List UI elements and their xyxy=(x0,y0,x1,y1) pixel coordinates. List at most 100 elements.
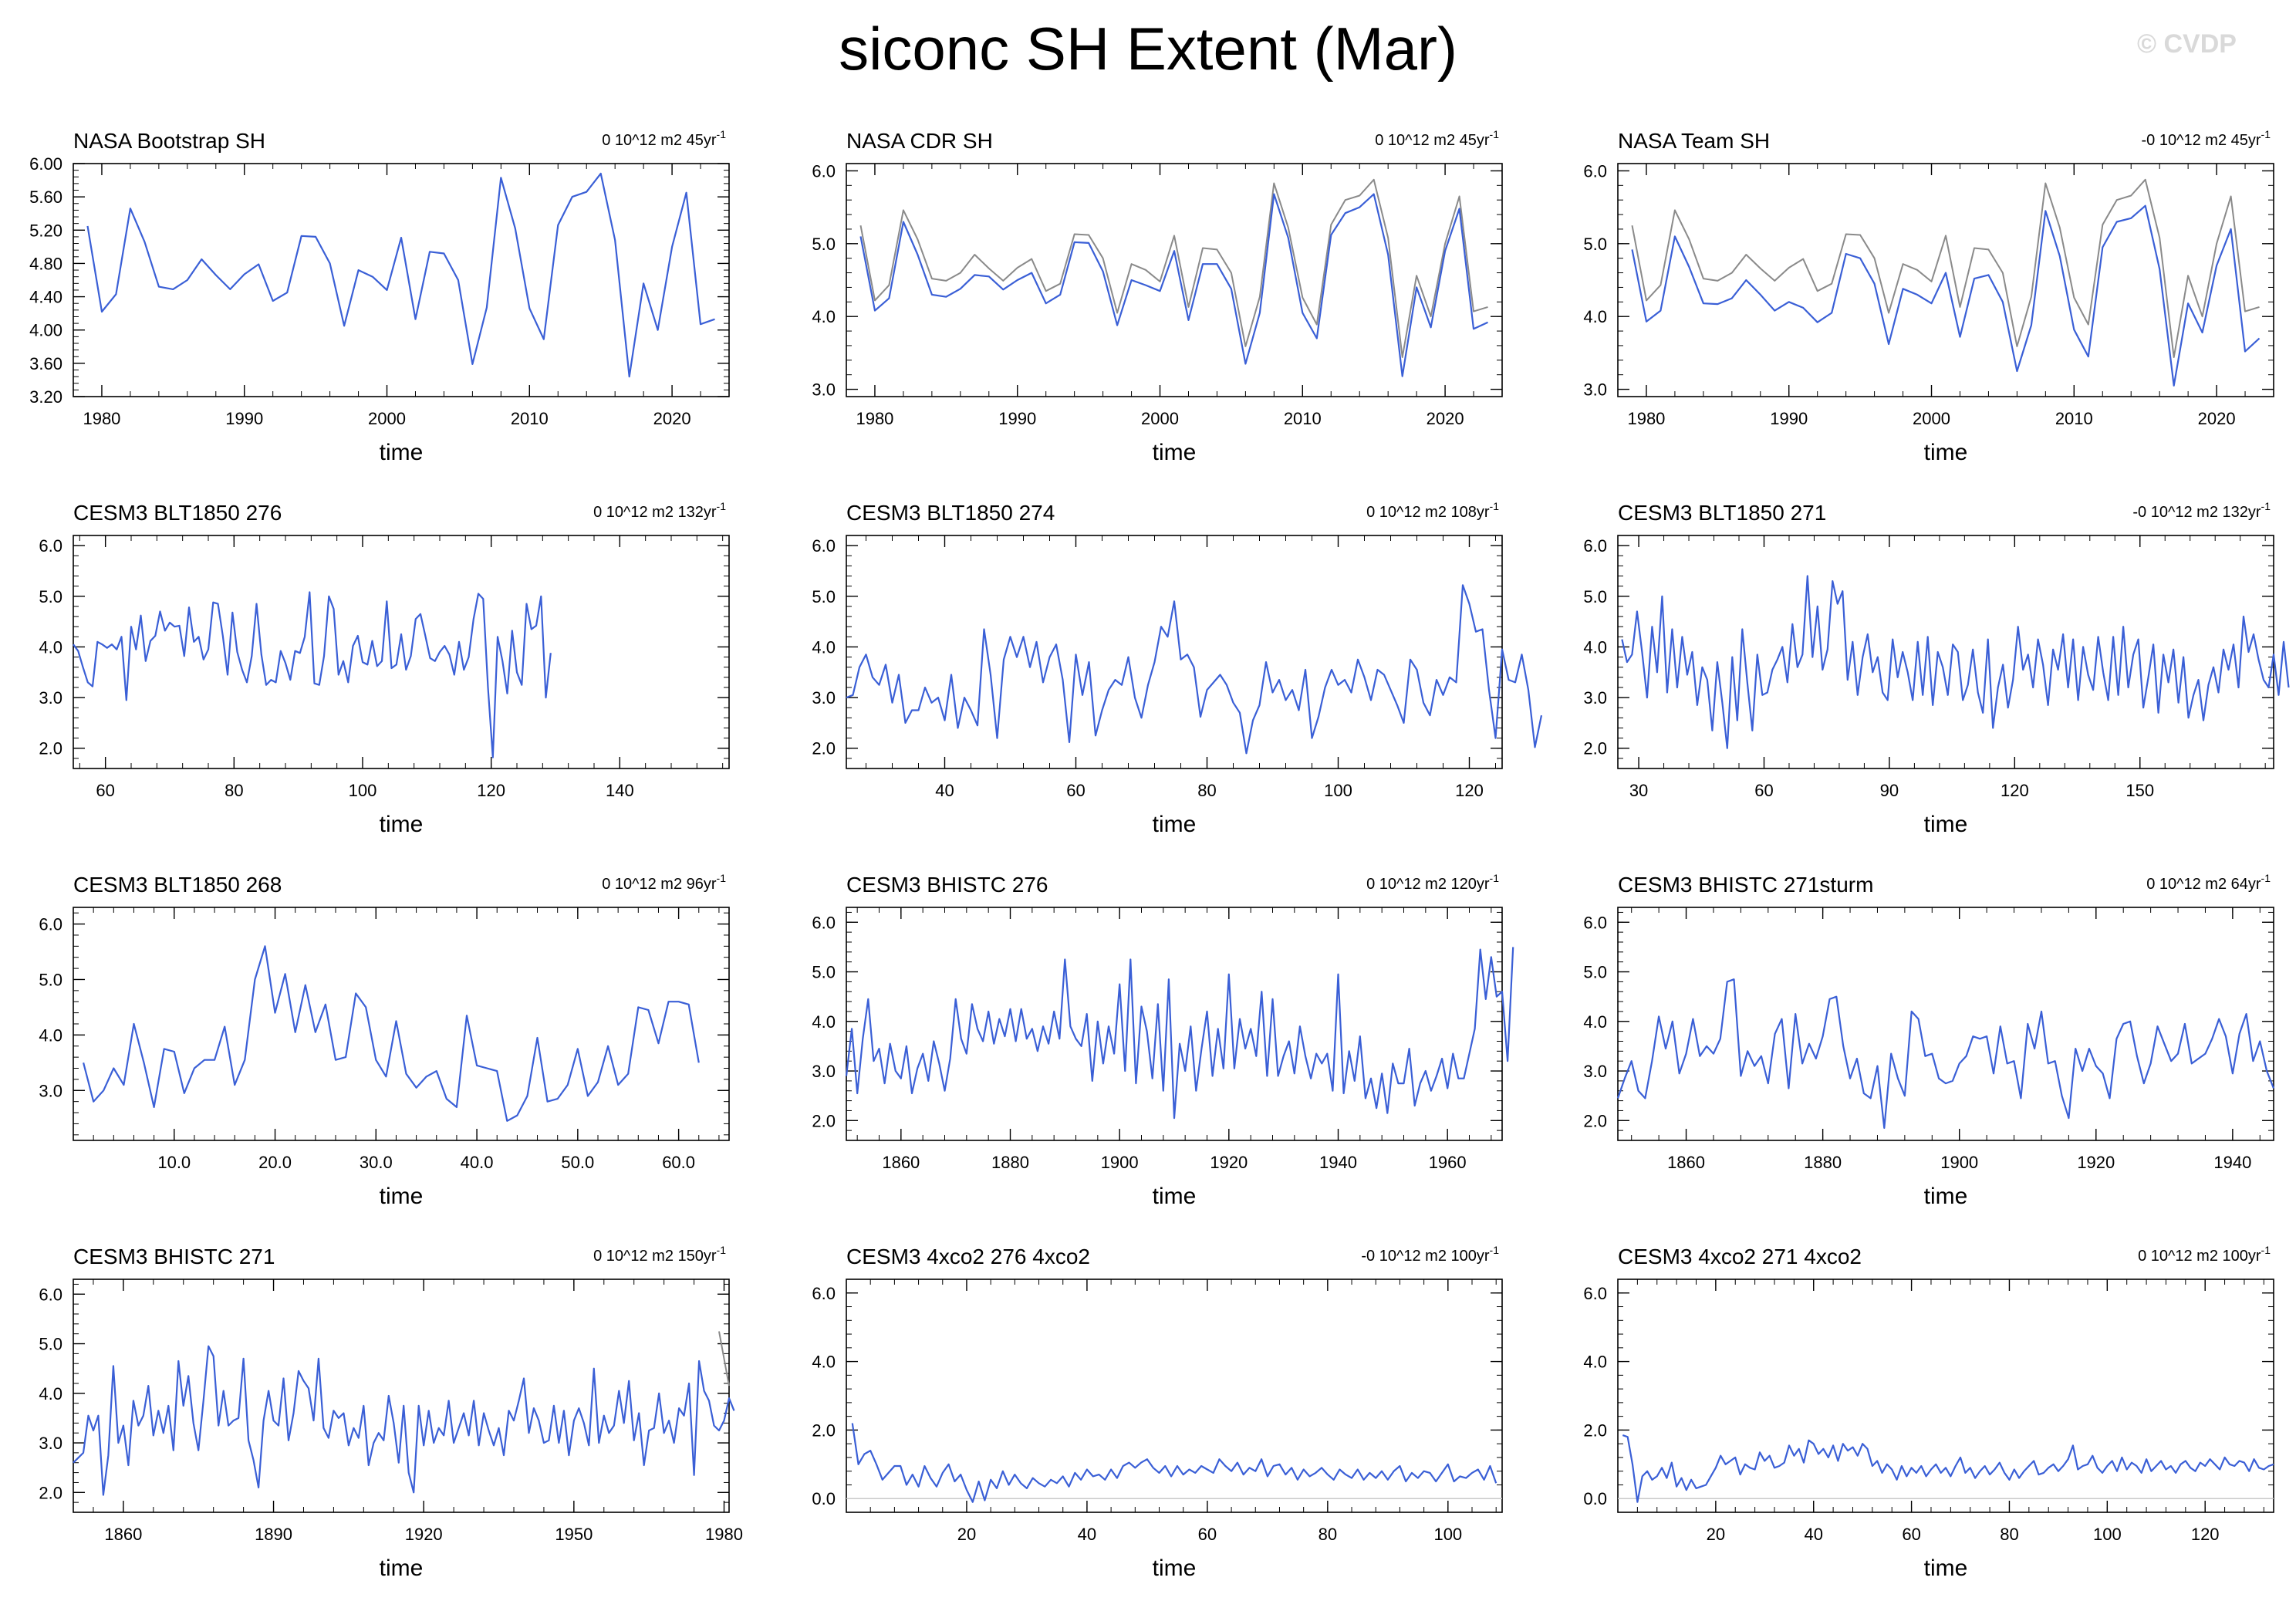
x-tick-label: 10.0 xyxy=(157,1153,191,1172)
y-tick-label: 5.0 xyxy=(39,1335,62,1354)
chart-panel-2: NASA CDR SH 0 10^12 m2 45yr-1 3.0 4.0 5.0 6.0… xyxy=(812,128,1503,465)
trend-exponent: -1 xyxy=(2261,872,2271,884)
data-series-line xyxy=(73,591,552,758)
x-tick-label: 60 xyxy=(1902,1525,1920,1544)
x-tick-label: 120 xyxy=(2191,1525,2220,1544)
y-tick-label: 3.0 xyxy=(812,380,836,400)
x-tick-label: 80 xyxy=(225,781,243,800)
chart-panel-9: CESM3 BHISTC 271sturm 0 10^12 m2 64yr-1 2.… xyxy=(1583,872,2275,1209)
y-tick-label: 5.0 xyxy=(39,970,62,989)
chart-panel-5: CESM3 BLT1850 274 0 10^12 m2 108yr-1 2.0 3.… xyxy=(812,500,1543,837)
plot-frame xyxy=(846,535,1503,769)
x-tick-label: 1980 xyxy=(83,409,120,428)
y-tick-label: 4.80 xyxy=(29,254,62,273)
x-tick-label: 1990 xyxy=(1770,409,1808,428)
trend-label: 0 10^12 m2 45yr-1 xyxy=(1375,128,1499,149)
x-tick-label: 2020 xyxy=(653,409,691,428)
x-tick-label: 100 xyxy=(349,781,377,800)
chart-panel-4: CESM3 BLT1850 276 0 10^12 m2 132yr-1 2.0 3.… xyxy=(39,500,730,837)
data-series-line xyxy=(83,945,700,1122)
x-tick-label: 1940 xyxy=(1319,1153,1357,1172)
x-tick-label: 1980 xyxy=(856,409,893,428)
x-axis-label: time xyxy=(380,440,424,465)
trend-value: 0 10^12 m2 96yr xyxy=(602,876,717,893)
x-axis-label: time xyxy=(1924,440,1968,465)
x-tick-label: 20 xyxy=(1707,1525,1725,1544)
panel-title: CESM3 BHISTC 276 xyxy=(846,873,1048,897)
y-tick-label: 4.0 xyxy=(812,1012,836,1032)
plot-frame xyxy=(73,535,730,769)
cvdp-watermark: © CVDP xyxy=(2137,29,2237,59)
y-tick-label: 6.0 xyxy=(39,915,62,934)
x-tick-label: 1860 xyxy=(882,1153,920,1172)
x-tick-label: 90 xyxy=(1880,781,1899,800)
trend-exponent: -1 xyxy=(1490,1244,1500,1256)
x-tick-label: 20 xyxy=(957,1525,976,1544)
trend-exponent: -1 xyxy=(2261,1244,2271,1256)
trend-value: -0 10^12 m2 132yr xyxy=(2132,504,2261,521)
chart-panel-7: CESM3 BLT1850 268 0 10^12 m2 96yr-1 3.0 4.0… xyxy=(39,872,730,1209)
plot-frame xyxy=(73,163,730,397)
y-tick-label: 3.0 xyxy=(1583,1062,1607,1081)
x-tick-label: 2000 xyxy=(1913,409,1950,428)
x-tick-label: 150 xyxy=(2125,781,2154,800)
y-tick-label: 6.0 xyxy=(1583,161,1607,181)
x-tick-label: 1980 xyxy=(1627,409,1665,428)
y-tick-label: 4.0 xyxy=(1583,637,1607,657)
trend-exponent: -1 xyxy=(1490,500,1500,512)
x-tick-label: 1950 xyxy=(555,1525,593,1544)
x-tick-label: 40 xyxy=(1078,1525,1096,1544)
y-tick-label: 4.00 xyxy=(29,321,62,340)
x-tick-label: 1860 xyxy=(1667,1153,1705,1172)
y-tick-label: 4.0 xyxy=(39,1384,62,1404)
x-tick-label: 40.0 xyxy=(461,1153,494,1172)
y-tick-label: 3.0 xyxy=(39,1434,62,1453)
x-tick-label: 2010 xyxy=(1284,409,1322,428)
panel-title: CESM3 BLT1850 268 xyxy=(73,873,282,897)
trend-label: 0 10^12 m2 45yr-1 xyxy=(602,128,726,149)
y-tick-label: 0.0 xyxy=(1583,1489,1607,1508)
x-axis-label: time xyxy=(1924,1184,1968,1209)
plot-frame xyxy=(1617,535,2274,769)
x-tick-label: 60 xyxy=(1198,1525,1217,1544)
plot-frame xyxy=(1617,163,2274,397)
trend-value: 0 10^12 m2 132yr xyxy=(593,504,717,521)
chart-panel-6: CESM3 BLT1850 271 -0 10^12 m2 132yr-1 2.0 3… xyxy=(1583,500,2290,837)
x-tick-label: 1990 xyxy=(998,409,1036,428)
chart-panel-3: NASA Team SH -0 10^12 m2 45yr-1 3.0 4.0 5.0 6… xyxy=(1583,128,2274,465)
x-tick-label: 2020 xyxy=(1427,409,1464,428)
x-tick-label: 100 xyxy=(2093,1525,2122,1544)
y-tick-label: 2.0 xyxy=(1583,1420,1607,1440)
x-tick-label: 80 xyxy=(1319,1525,1337,1544)
y-tick-label: 0.0 xyxy=(812,1489,836,1508)
y-tick-label: 3.60 xyxy=(29,354,62,373)
panel-title: CESM3 4xco2 276 4xco2 xyxy=(846,1245,1090,1268)
x-tick-label: 20.0 xyxy=(258,1153,292,1172)
trend-value: 0 10^12 m2 45yr xyxy=(1375,132,1490,149)
y-tick-label: 6.0 xyxy=(812,536,836,556)
x-axis-label: time xyxy=(1153,812,1197,837)
x-tick-label: 60.0 xyxy=(662,1153,695,1172)
trend-value: 0 10^12 m2 120yr xyxy=(1366,876,1490,893)
x-tick-label: 1940 xyxy=(2213,1153,2251,1172)
x-tick-label: 60 xyxy=(1066,781,1085,800)
x-axis-label: time xyxy=(380,812,424,837)
x-tick-label: 1960 xyxy=(1429,1153,1467,1172)
x-tick-label: 2000 xyxy=(368,409,406,428)
y-tick-label: 4.0 xyxy=(1583,1353,1607,1372)
chart-panel-10: CESM3 BHISTC 271 0 10^12 m2 150yr-1 2.0 3.0… xyxy=(39,1244,743,1581)
trend-label: -0 10^12 m2 132yr-1 xyxy=(2132,500,2271,521)
x-tick-label: 2020 xyxy=(2198,409,2236,428)
y-tick-label: 6.0 xyxy=(1583,536,1607,556)
panel-title: CESM3 BLT1850 274 xyxy=(846,501,1055,525)
plot-frame xyxy=(73,907,730,1141)
reference-series-line xyxy=(718,1331,730,1387)
x-tick-label: 120 xyxy=(477,781,505,800)
plot-frame xyxy=(846,907,1503,1141)
trend-label: 0 10^12 m2 96yr-1 xyxy=(602,872,726,893)
trend-value: 0 10^12 m2 100yr xyxy=(2138,1248,2261,1265)
data-series-line xyxy=(73,1345,735,1496)
x-tick-label: 2010 xyxy=(2055,409,2093,428)
y-tick-label: 3.0 xyxy=(39,1081,62,1100)
x-axis-label: time xyxy=(1924,812,1968,837)
